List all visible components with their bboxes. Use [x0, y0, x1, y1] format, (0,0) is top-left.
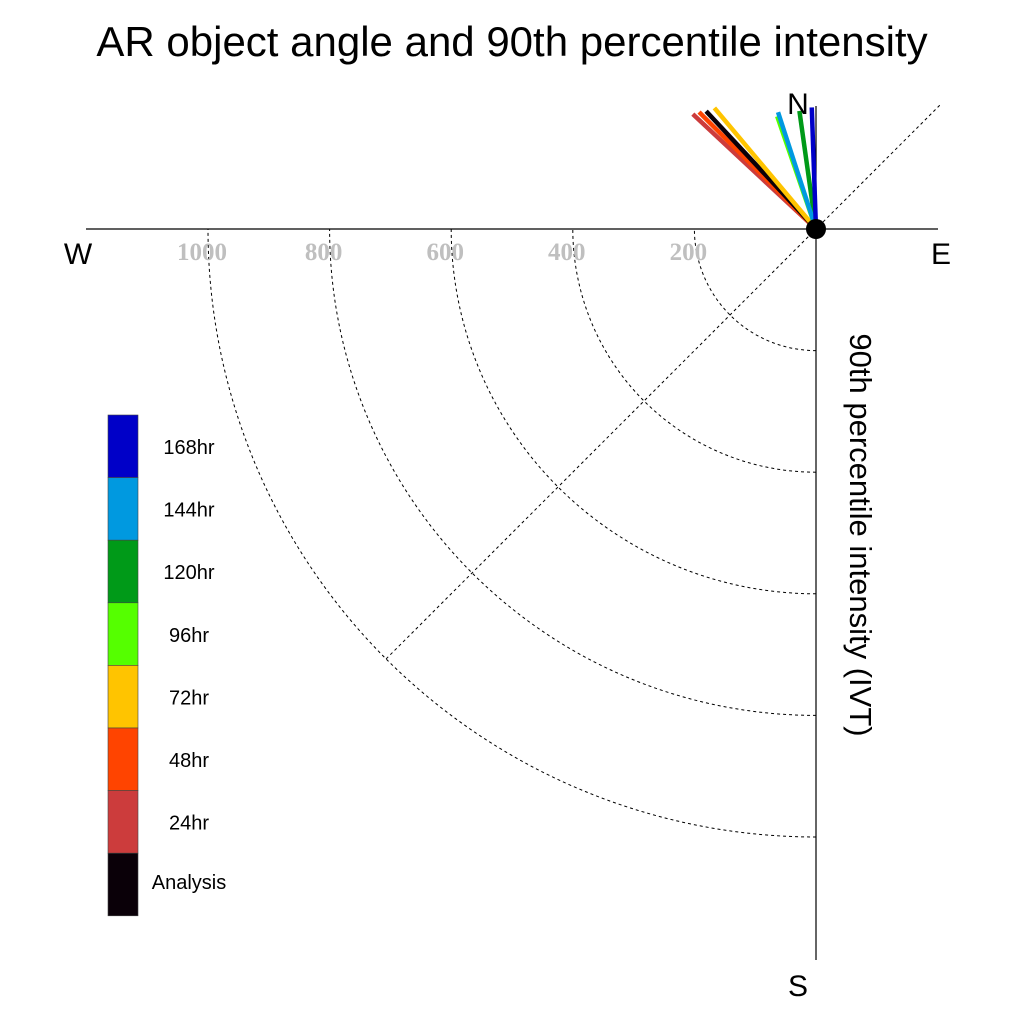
compass-west: W	[64, 238, 93, 271]
legend-swatch	[107, 790, 139, 854]
legend-swatch	[107, 665, 139, 729]
vectors	[691, 106, 819, 231]
legend-swatch	[107, 477, 139, 541]
axis-label: 90th percentile intensity (IVT)	[843, 333, 878, 736]
radial-ticks: 200 400 600 800 1000	[177, 239, 707, 266]
legend: 168hr 144hr 120hr 96hr 72hr 48hr 24hr Analysis	[107, 414, 226, 917]
legend-label: 48hr	[169, 750, 209, 772]
legend-label: 168hr	[163, 437, 214, 459]
origin-point	[806, 219, 826, 239]
chart-title: AR object angle and 90th percentile inte…	[96, 18, 927, 65]
range-ring	[207, 228, 817, 838]
radial-tick-label: 1000	[177, 239, 227, 266]
vector-72hr	[712, 106, 818, 231]
legend-label: 120hr	[163, 562, 214, 584]
legend-label: 96hr	[169, 625, 209, 647]
legend-label: 144hr	[163, 500, 214, 522]
grid	[207, 104, 941, 838]
vector-144hr	[775, 111, 819, 230]
range-ring	[329, 228, 817, 716]
vector-168hr	[809, 107, 819, 230]
radial-tick-label: 200	[670, 239, 708, 266]
axes	[86, 106, 938, 960]
legend-swatch	[107, 539, 139, 604]
legend-label: 72hr	[169, 687, 209, 709]
legend-swatch	[107, 727, 139, 791]
range-ring	[572, 228, 817, 473]
legend-swatch	[107, 602, 139, 666]
compass-south: S	[788, 970, 808, 1003]
radial-tick-label: 400	[548, 239, 586, 266]
radial-tick-label: 600	[426, 239, 464, 266]
diagonal-gridline	[385, 104, 941, 660]
radial-tick-label: 800	[305, 239, 343, 266]
range-ring	[693, 228, 817, 352]
legend-label: 24hr	[169, 813, 209, 835]
legend-swatch	[107, 414, 139, 478]
compass-east: E	[931, 238, 951, 271]
compass-north: N	[787, 88, 809, 121]
legend-label: Analysis	[152, 872, 226, 894]
legend-swatch	[107, 852, 139, 917]
range-ring	[450, 228, 817, 595]
